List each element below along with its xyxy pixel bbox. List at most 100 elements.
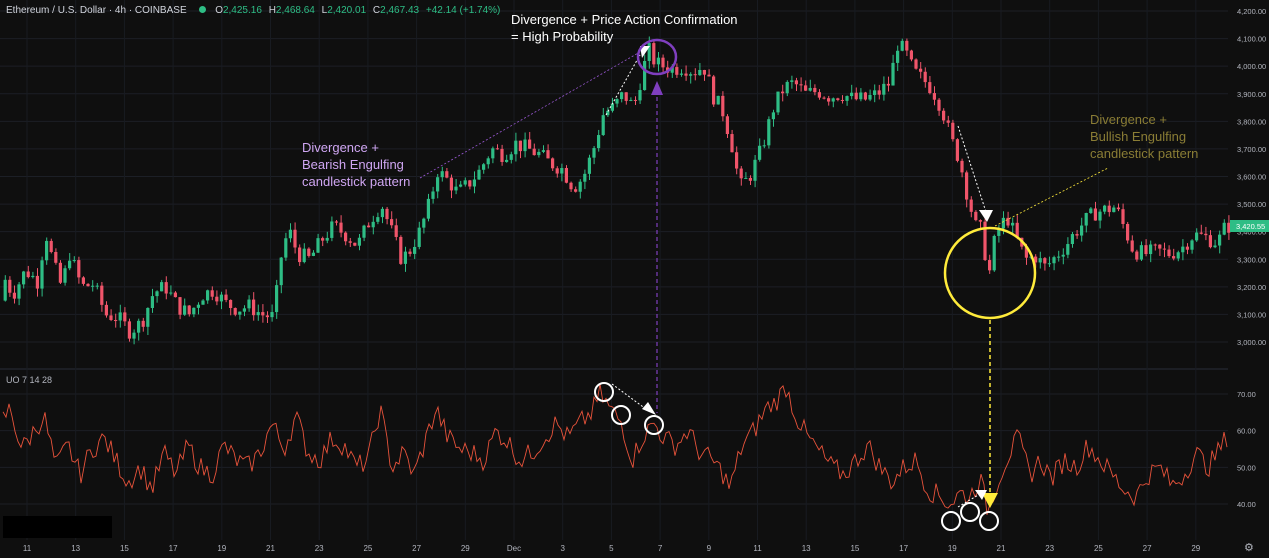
candle-body bbox=[1011, 222, 1015, 226]
candle-body bbox=[265, 315, 269, 318]
osc-bull-circle-marker bbox=[979, 511, 999, 531]
candle-body bbox=[822, 97, 826, 99]
candle-body bbox=[978, 220, 982, 222]
candle-body bbox=[114, 320, 118, 322]
candle-body bbox=[808, 87, 812, 91]
candle-body bbox=[459, 184, 463, 187]
symbol-title[interactable]: Ethereum / U.S. Dollar · 4h · COINBASE bbox=[6, 5, 187, 16]
candle-body bbox=[647, 43, 651, 62]
candle-body bbox=[3, 279, 7, 301]
candle-body bbox=[118, 312, 122, 321]
candle-body bbox=[100, 285, 104, 305]
candle-body bbox=[1190, 240, 1194, 250]
down-arrow-icon bbox=[982, 493, 998, 508]
candle-body bbox=[739, 168, 743, 179]
annotation-bullish: Divergence + Bullish Engulfing candlesti… bbox=[1090, 112, 1199, 161]
candle-body bbox=[54, 251, 58, 263]
candle-body bbox=[192, 307, 196, 315]
candle-body bbox=[969, 199, 973, 212]
candles bbox=[3, 36, 1231, 345]
candle-body bbox=[730, 134, 734, 153]
candle-body bbox=[12, 292, 16, 299]
candle-body bbox=[919, 68, 923, 72]
candle-body bbox=[1218, 234, 1222, 246]
candle-body bbox=[1116, 207, 1120, 210]
candle-body bbox=[307, 248, 311, 256]
oscillator-line bbox=[2, 384, 1228, 515]
candle-body bbox=[951, 122, 955, 140]
candle-body bbox=[1149, 244, 1153, 255]
candle-body bbox=[537, 151, 541, 156]
osc-circle-marker bbox=[644, 415, 664, 435]
time-tick-label: 11 bbox=[753, 544, 762, 553]
candle-body bbox=[417, 227, 421, 247]
candle-body bbox=[164, 282, 168, 294]
candle-body bbox=[914, 59, 918, 69]
candle-body bbox=[546, 150, 550, 159]
candle-body bbox=[330, 221, 334, 238]
candle-body bbox=[813, 87, 817, 93]
candle-body bbox=[679, 73, 683, 75]
candle-body bbox=[302, 248, 306, 263]
candle-body bbox=[445, 171, 449, 178]
candle-body bbox=[229, 299, 233, 309]
candle-body bbox=[77, 260, 81, 278]
candle-body bbox=[541, 150, 545, 152]
candle-body bbox=[81, 277, 85, 284]
candle-body bbox=[210, 290, 214, 297]
candle-body bbox=[344, 232, 348, 242]
up-arrow-icon bbox=[651, 81, 663, 95]
candle-body bbox=[468, 180, 472, 187]
candle-body bbox=[316, 238, 320, 253]
candle-body bbox=[390, 219, 394, 226]
candle-body bbox=[173, 292, 177, 298]
candle-body bbox=[482, 164, 486, 170]
candle-body bbox=[974, 211, 978, 221]
candle-body bbox=[215, 296, 219, 302]
candle-body bbox=[63, 268, 67, 283]
candle-body bbox=[721, 95, 725, 117]
price-tick-label: 4,000.00 bbox=[1237, 62, 1266, 71]
time-tick-label: 5 bbox=[609, 544, 614, 553]
candle-body bbox=[1185, 246, 1189, 250]
candle-body bbox=[610, 103, 614, 111]
candle-body bbox=[279, 257, 283, 286]
candle-body bbox=[8, 279, 12, 293]
time-tick-label: 13 bbox=[71, 544, 80, 553]
candle-body bbox=[491, 148, 495, 159]
candle-body bbox=[804, 85, 808, 91]
candle-body bbox=[551, 158, 555, 169]
candle-body bbox=[371, 221, 375, 228]
candle-body bbox=[348, 241, 352, 243]
gear-icon[interactable]: ⚙ bbox=[1244, 542, 1254, 554]
candle-body bbox=[463, 180, 467, 185]
candle-body bbox=[1181, 246, 1185, 253]
candle-body bbox=[592, 148, 596, 158]
candle-body bbox=[532, 148, 536, 156]
candle-body bbox=[1093, 208, 1097, 221]
candle-body bbox=[1167, 249, 1171, 257]
indicator-label[interactable]: UO 7 14 28 bbox=[6, 375, 53, 385]
symbol-header: Ethereum / U.S. Dollar · 4h · COINBASE O… bbox=[6, 5, 501, 16]
candle-body bbox=[486, 158, 490, 165]
candle-body bbox=[1213, 245, 1217, 248]
candle-body bbox=[1075, 234, 1079, 236]
candle-body bbox=[744, 177, 748, 179]
candle-body bbox=[127, 321, 131, 339]
annotation-bearish: Divergence + Bearish Engulfing candlesti… bbox=[302, 140, 411, 189]
candle-body bbox=[394, 225, 398, 237]
candle-body bbox=[799, 84, 803, 86]
candle-body bbox=[1162, 248, 1166, 250]
price-tick-label: 3,700.00 bbox=[1237, 145, 1266, 154]
candle-body bbox=[1070, 234, 1074, 245]
candle-body bbox=[408, 251, 412, 254]
candle-body bbox=[1176, 252, 1180, 259]
candle-body bbox=[339, 222, 343, 233]
candle-body bbox=[790, 80, 794, 82]
candle-body bbox=[380, 208, 384, 218]
price-tick-label: 3,800.00 bbox=[1237, 117, 1266, 126]
candle-body bbox=[1089, 208, 1093, 213]
time-tick-label: 29 bbox=[1191, 544, 1200, 553]
candle-body bbox=[431, 191, 435, 199]
